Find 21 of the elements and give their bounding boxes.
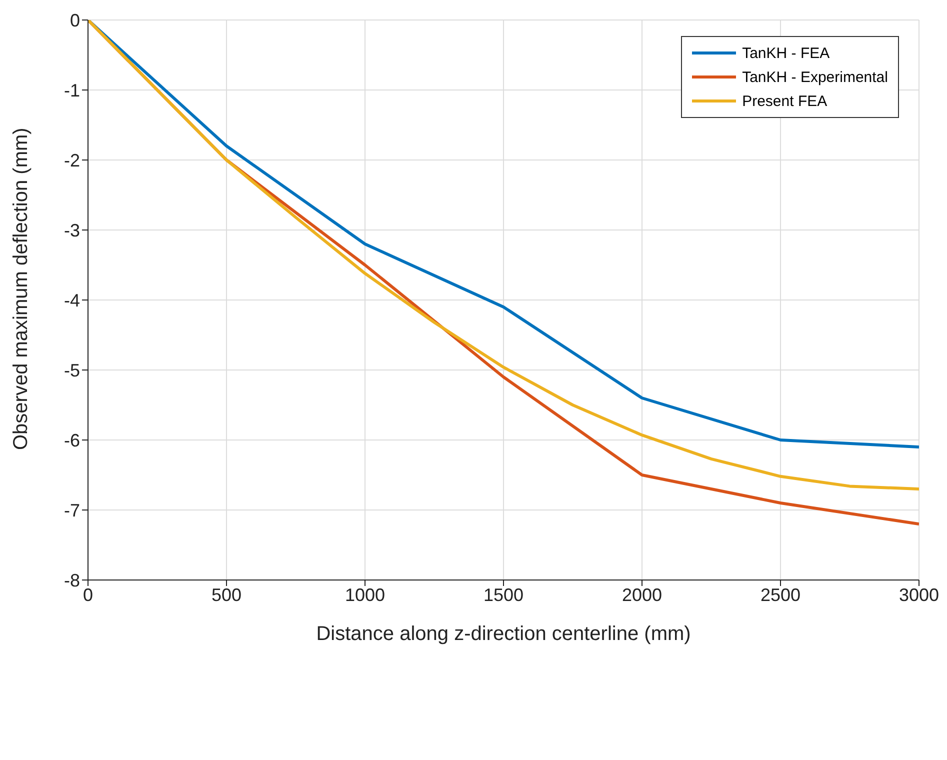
y-tick-label: -2	[64, 150, 80, 170]
y-tick-label: -8	[64, 570, 80, 590]
x-tick-label: 0	[82, 584, 94, 605]
x-tick-label: 3000	[898, 584, 940, 605]
y-axis-title: Observed maximum deflection (mm)	[10, 128, 32, 450]
y-tick-label: -4	[64, 290, 80, 310]
x-tick-label: 500	[211, 584, 242, 605]
x-tick-label: 1500	[483, 584, 524, 605]
y-tick-label: -5	[64, 360, 80, 380]
legend-label: Present FEA	[742, 92, 828, 110]
x-tick-label: 2500	[760, 584, 801, 605]
x-axis-title: Distance along z-direction centerline (mm)	[316, 623, 691, 645]
y-tick-label: -1	[64, 80, 80, 100]
x-tick-label: 1000	[344, 584, 386, 605]
y-tick-label: -7	[64, 500, 80, 520]
y-tick-label: -6	[64, 430, 80, 450]
y-tick-label: -3	[64, 220, 80, 240]
legend-label: TanKH - Experimental	[742, 68, 888, 86]
y-tick-label: 0	[70, 10, 80, 30]
x-tick-label: 2000	[622, 584, 662, 605]
legend-label: TanKH - FEA	[742, 44, 830, 62]
